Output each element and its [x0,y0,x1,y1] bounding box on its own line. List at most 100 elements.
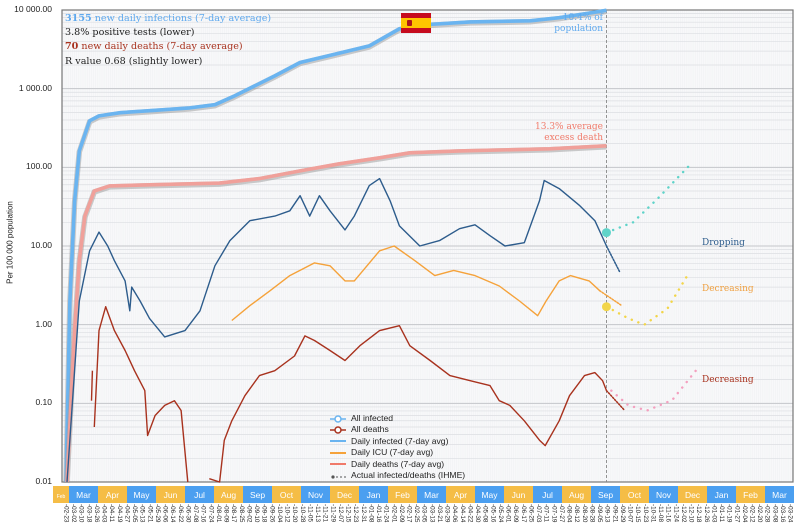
date-tick-label: -10-12 [284,504,291,523]
date-tick-label: -01-24 [383,504,390,523]
date-tick-label: -04-27 [123,504,130,523]
date-tick-label: -05-08 [482,504,489,523]
month-cell [243,486,272,503]
date-tick-label: -06-09 [512,504,519,523]
date-tick-label: -07-16 [200,504,207,523]
month-cell [475,486,504,503]
date-tick-label: -09-26 [268,504,275,523]
date-tick-label: -04-19 [116,504,123,523]
projection-start-marker [601,302,611,312]
date-tick-label: -05-05 [131,504,138,523]
date-tick-label: -11-13 [314,504,321,522]
date-tick-label: -08-01 [215,504,222,523]
month-label: Jan [367,490,381,500]
month-label: Jul [542,490,553,500]
r-value-line: R value 0.68 (slightly lower) [65,55,203,67]
date-tick-label: -11-16 [665,504,672,522]
date-tick-label: -06-17 [520,504,527,523]
date-tick-label: -09-02 [245,504,252,523]
date-tick-label: -09-29 [619,504,626,523]
month-label: Sep [598,490,613,500]
projection-dotted-line [605,271,691,327]
projection-start-marker [601,228,611,238]
date-tick-label: -12-31 [360,504,367,523]
open-circle-icon [330,425,346,435]
date-tick-label: -01-11 [718,504,725,522]
date-tick-label: -02-23 [63,504,70,523]
date-tick-label: -08-09 [223,504,230,523]
date-tick-label: -09-13 [604,504,611,523]
legend-label: All infected [351,413,394,423]
flag-stripe [401,28,431,33]
month-cell [330,486,359,503]
date-tick-label: -05-16 [489,504,496,523]
date-tick-label: -10-04 [276,504,283,523]
date-tick-label: -08-04 [566,504,573,523]
date-tick-label: -10-28 [299,504,306,523]
month-cell [765,486,794,503]
y-tick-label: 1.00 [35,318,52,329]
date-tick-label: -08-12 [573,504,580,523]
legend: All infected All deaths Daily infected (… [330,413,465,481]
date-tick-label: -01-16 [375,504,382,523]
date-tick-label: -02-17 [405,504,412,523]
month-cell [446,486,475,503]
y-axis-label: Per 100 000 population [5,201,15,284]
month-label: Dec [685,490,701,500]
infections-count: 3155 [65,13,92,24]
date-tick-label: -01-08 [367,504,374,523]
month-label: Mar [772,490,787,500]
date-tick-label: -05-21 [146,504,153,523]
date-tick-label: -12-15 [345,504,352,523]
month-label: Jul [194,490,205,500]
daily-deaths-line [93,306,189,483]
date-tick-label: -04-30 [474,504,481,523]
legend-item-all-infected: All infected [330,413,465,424]
positive-tests-line: 3.8% positive tests (lower) [65,27,195,39]
date-tick-label: -02-25 [413,504,420,523]
date-tick-label: -04-22 [466,504,473,523]
month-label: Feb [743,490,758,500]
population-share-line2: population [554,24,603,34]
month-cell [417,486,446,503]
projection-dotted-line [605,389,626,412]
date-tick-label: -12-23 [352,504,359,523]
date-tick-label: -01-19 [726,504,733,523]
date-tick-label: -11-05 [306,504,313,522]
date-tick-label: -09-05 [596,504,603,523]
date-tick-label: -07-24 [207,504,214,523]
legend-label: Daily deaths (7-day avg) [351,458,445,469]
month-label: Aug [221,490,236,500]
projection-dotted-line [605,164,691,234]
date-tick-label: -08-25 [238,504,245,523]
projection-dotted-line [598,289,623,307]
date-tick-label: -11-21 [322,504,329,522]
month-cell [736,486,765,503]
date-tick-label: -12-10 [688,504,695,523]
month-cell [591,486,620,503]
flag-coat-of-arms-icon [407,20,412,26]
date-tick-label: -03-10 [78,504,85,523]
line-swatch-icon [330,436,346,446]
legend-item-daily-icu: Daily ICU (7-day avg) [330,447,465,458]
date-tick-label: -02-12 [748,504,755,523]
date-tick-label: -05-29 [154,504,161,523]
dotted-line-icon [330,471,346,481]
y-tick-label: 0.01 [35,476,52,486]
date-tick-label: -07-19 [550,504,557,523]
legend-label: All deaths [351,424,389,435]
month-cell [185,486,214,503]
population-share-annotation: 10.4% of population [554,13,603,35]
date-tick-label: -09-10 [253,504,260,523]
projection-dotted-line [605,245,621,274]
month-label: Oct [628,490,642,500]
date-tick-label: -01-03 [710,504,717,523]
deaths-text: new daily deaths (7-day average) [78,41,243,53]
month-label: Apr [106,490,119,500]
month-cell [272,486,301,503]
month-label: Oct [280,490,294,500]
month-label: May [133,490,150,500]
date-tick-label: -03-05 [421,504,428,523]
month-label: Jun [164,490,178,500]
y-tick-label: 10 000.00 [14,4,52,14]
